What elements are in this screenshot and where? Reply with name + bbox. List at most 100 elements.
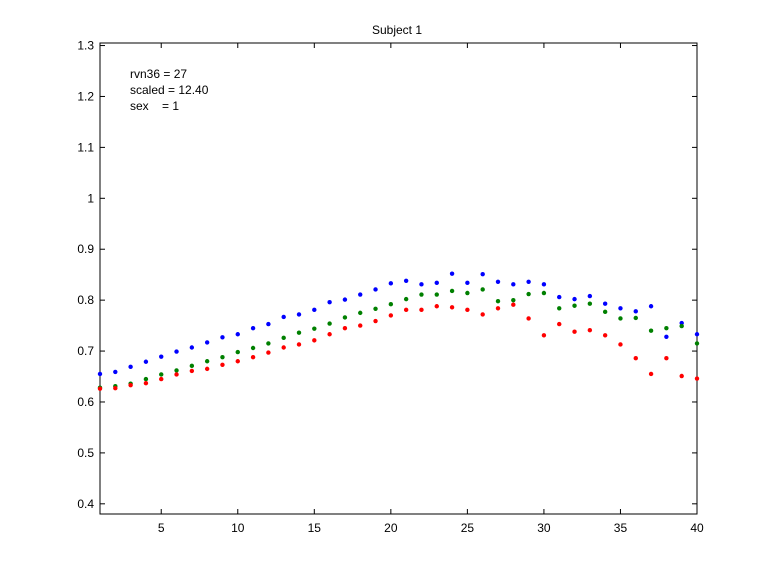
- data-point: [373, 287, 378, 292]
- x-tick-label: 40: [690, 521, 704, 535]
- x-tick-label: 30: [537, 521, 551, 535]
- data-point: [633, 315, 638, 321]
- data-point: [342, 325, 348, 331]
- data-point: [449, 288, 455, 294]
- data-point: [480, 271, 485, 277]
- data-point: [403, 307, 409, 313]
- data-point: [572, 303, 577, 308]
- y-tick-label: 1: [87, 191, 94, 205]
- data-point: [495, 306, 501, 311]
- data-point: [220, 362, 225, 368]
- data-point: [235, 349, 240, 355]
- data-point: [281, 314, 286, 320]
- data-point: [174, 372, 179, 377]
- data-point: [342, 315, 348, 320]
- data-point: [143, 380, 149, 386]
- data-point: [235, 332, 240, 337]
- data-point: [602, 333, 608, 338]
- data-point: [159, 372, 164, 377]
- data-point: [434, 280, 439, 286]
- data-point: [266, 321, 271, 327]
- data-point: [143, 376, 149, 382]
- data-point: [113, 369, 118, 375]
- data-point: [143, 359, 149, 364]
- data-point: [495, 298, 501, 304]
- data-point: [664, 355, 669, 361]
- series-1: [97, 271, 700, 377]
- data-point: [572, 296, 577, 302]
- data-point: [174, 368, 179, 373]
- data-point: [557, 306, 562, 311]
- data-point: [388, 281, 394, 286]
- chart-title: Subject 1: [372, 23, 422, 37]
- data-point: [449, 271, 455, 276]
- data-point: [694, 376, 700, 381]
- annotation-line: rvn36 = 27: [130, 67, 187, 81]
- data-point: [541, 282, 547, 287]
- y-tick-label: 0.6: [77, 395, 94, 409]
- data-point: [694, 341, 700, 346]
- data-point: [174, 349, 179, 354]
- data-point: [679, 320, 684, 326]
- data-point: [358, 292, 363, 297]
- y-tick-label: 0.7: [77, 344, 94, 358]
- y-tick-label: 1.3: [77, 39, 94, 53]
- y-tick-label: 0.5: [77, 446, 94, 460]
- data-point: [266, 341, 271, 346]
- data-point: [388, 313, 394, 318]
- data-point: [296, 330, 302, 335]
- data-point: [465, 307, 470, 313]
- data-point: [648, 371, 654, 377]
- data-point: [511, 302, 516, 307]
- data-point: [189, 345, 195, 350]
- x-tick-label: 15: [308, 521, 322, 535]
- data-point: [526, 291, 531, 297]
- data-point: [97, 371, 103, 377]
- data-point: [312, 307, 317, 313]
- data-point: [358, 323, 363, 328]
- data-point: [159, 354, 164, 359]
- data-point: [419, 292, 424, 297]
- data-point: [235, 359, 240, 364]
- axis-ticks: [100, 43, 698, 514]
- data-point: [342, 297, 348, 302]
- data-point: [358, 310, 363, 316]
- data-point: [204, 359, 210, 364]
- y-tick-label: 0.8: [77, 293, 94, 307]
- y-tick-label: 1.2: [77, 89, 94, 103]
- data-point: [480, 312, 485, 317]
- data-point: [296, 342, 302, 347]
- annotation-line: sex = 1: [130, 99, 179, 113]
- x-tick-label: 10: [231, 521, 245, 535]
- data-point: [602, 309, 608, 315]
- data-point: [541, 290, 547, 296]
- data-point: [694, 332, 700, 337]
- data-point: [648, 328, 654, 333]
- data-point: [113, 386, 118, 391]
- data-point: [633, 309, 638, 314]
- data-point: [480, 287, 485, 292]
- annotation-block: rvn36 = 27 scaled = 12.40 sex = 1: [130, 67, 209, 113]
- data-point: [679, 323, 684, 329]
- data-point: [465, 280, 470, 286]
- x-tick-labels: 5 10 15 20 25 30 35 40: [158, 521, 704, 535]
- data-point: [97, 386, 103, 391]
- annotation-line: scaled = 12.40: [130, 83, 209, 97]
- data-point: [419, 282, 424, 287]
- data-point: [557, 321, 562, 327]
- x-tick-label: 5: [158, 521, 165, 535]
- data-point: [189, 368, 195, 374]
- data-point: [587, 327, 593, 333]
- data-point: [281, 345, 286, 350]
- data-point: [327, 299, 332, 305]
- data-point: [388, 302, 394, 307]
- data-point: [618, 316, 623, 321]
- data-point: [511, 282, 516, 287]
- plot-area: [99, 42, 698, 515]
- data-point: [572, 329, 577, 334]
- data-point: [434, 292, 439, 297]
- data-point: [434, 304, 439, 309]
- series-3: [97, 302, 700, 391]
- data-point: [618, 342, 623, 347]
- data-markers: [97, 271, 700, 391]
